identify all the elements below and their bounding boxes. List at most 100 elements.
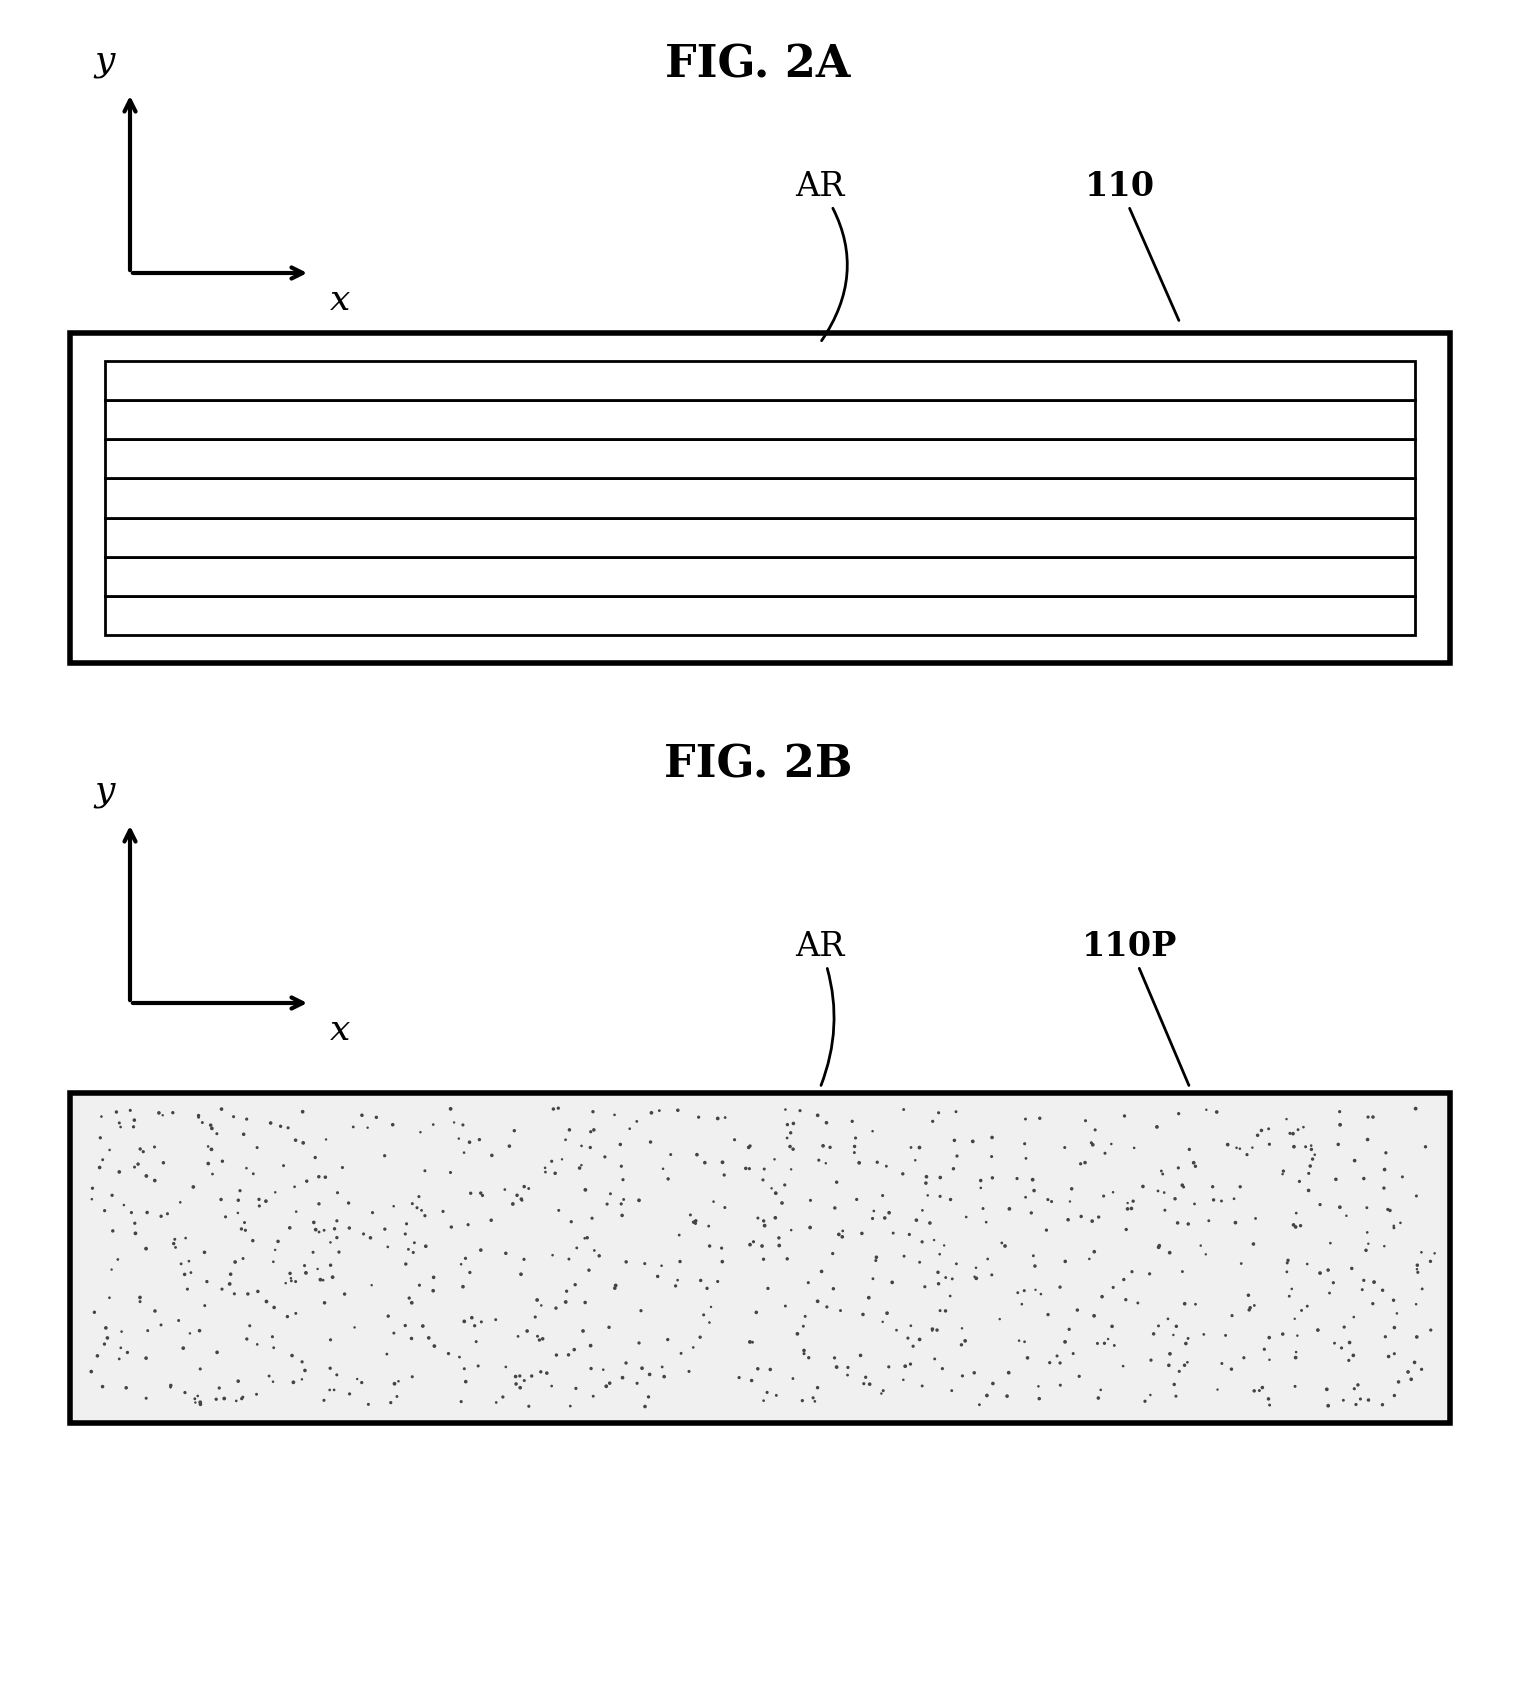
Point bbox=[710, 1148, 734, 1175]
Point bbox=[969, 1175, 994, 1202]
Point bbox=[765, 1381, 789, 1408]
Point bbox=[282, 1173, 306, 1201]
Point bbox=[1036, 1301, 1060, 1328]
Point bbox=[1221, 1185, 1245, 1213]
Point bbox=[593, 1143, 617, 1170]
Point bbox=[528, 1327, 552, 1354]
Point bbox=[798, 1187, 822, 1214]
Point bbox=[177, 1320, 202, 1347]
Point bbox=[281, 1369, 305, 1396]
Point bbox=[1390, 1163, 1414, 1190]
Point bbox=[922, 1345, 947, 1373]
Point bbox=[942, 1155, 966, 1182]
Point bbox=[557, 1115, 581, 1143]
Point bbox=[241, 1160, 265, 1187]
Point bbox=[944, 1250, 968, 1277]
Point bbox=[127, 1287, 152, 1315]
Point bbox=[344, 1366, 369, 1393]
Point bbox=[842, 1139, 866, 1167]
Point bbox=[930, 1356, 954, 1383]
Point bbox=[895, 1325, 919, 1352]
Point bbox=[815, 1109, 839, 1136]
Point bbox=[646, 1264, 671, 1291]
Point bbox=[812, 1132, 836, 1160]
Point bbox=[1288, 1213, 1312, 1240]
Point bbox=[379, 1390, 404, 1417]
Point bbox=[1229, 1250, 1253, 1277]
Point bbox=[238, 1311, 262, 1339]
Point bbox=[258, 1109, 282, 1136]
Point bbox=[108, 1114, 132, 1141]
Point bbox=[235, 1105, 259, 1132]
Text: x: x bbox=[331, 283, 350, 317]
Point bbox=[1006, 1279, 1030, 1306]
Point bbox=[290, 1349, 314, 1376]
Point bbox=[164, 1233, 188, 1260]
Point bbox=[557, 1245, 581, 1272]
Point bbox=[740, 1328, 765, 1356]
Point bbox=[373, 1216, 397, 1243]
Point bbox=[96, 1325, 120, 1352]
Point bbox=[1214, 1322, 1238, 1349]
Point bbox=[921, 1315, 945, 1342]
Point bbox=[981, 1369, 1006, 1396]
Point bbox=[1069, 1202, 1094, 1230]
Point bbox=[1270, 1160, 1294, 1187]
Point bbox=[818, 1134, 842, 1161]
Point bbox=[1299, 1153, 1323, 1180]
Point bbox=[279, 1265, 303, 1293]
Point bbox=[910, 1373, 934, 1400]
Point bbox=[93, 1330, 117, 1357]
Point bbox=[1079, 1129, 1103, 1156]
Point bbox=[1082, 1238, 1106, 1265]
Point bbox=[1120, 1259, 1144, 1286]
Point bbox=[162, 1226, 187, 1253]
Point bbox=[630, 1298, 654, 1325]
Point bbox=[645, 1262, 669, 1289]
Point bbox=[387, 1368, 411, 1395]
Point bbox=[871, 1182, 895, 1209]
Point bbox=[205, 1339, 229, 1366]
Point bbox=[376, 1233, 400, 1260]
Point bbox=[469, 1236, 493, 1264]
Point bbox=[806, 1102, 830, 1129]
Point bbox=[871, 1378, 895, 1405]
Point bbox=[413, 1156, 437, 1184]
Point bbox=[193, 1238, 217, 1265]
Point bbox=[1073, 1150, 1097, 1177]
Point bbox=[898, 1350, 922, 1378]
Point bbox=[554, 1289, 578, 1316]
Point bbox=[311, 1267, 335, 1294]
Point bbox=[1013, 1184, 1038, 1211]
Point bbox=[980, 1124, 1004, 1151]
Point bbox=[1012, 1277, 1036, 1304]
Point bbox=[1418, 1248, 1443, 1276]
Point bbox=[1283, 1199, 1308, 1226]
Point bbox=[610, 1364, 634, 1391]
Text: y: y bbox=[94, 44, 115, 78]
Point bbox=[572, 1224, 596, 1252]
Point bbox=[892, 1243, 916, 1270]
Point bbox=[769, 1189, 793, 1216]
Point bbox=[1297, 1177, 1321, 1204]
Point bbox=[1157, 1340, 1182, 1368]
Point bbox=[683, 1209, 707, 1236]
Point bbox=[1382, 1315, 1406, 1342]
Point bbox=[1053, 1328, 1077, 1356]
Point bbox=[273, 1269, 297, 1296]
Point bbox=[1021, 1241, 1045, 1269]
Point bbox=[308, 1265, 332, 1293]
Point bbox=[1382, 1286, 1406, 1313]
Point bbox=[1318, 1230, 1343, 1257]
Point bbox=[135, 1199, 159, 1226]
Point bbox=[355, 1114, 379, 1141]
Point bbox=[825, 1354, 850, 1381]
Point bbox=[1057, 1189, 1082, 1216]
Point bbox=[1258, 1323, 1282, 1350]
Point bbox=[792, 1337, 816, 1364]
Point bbox=[1022, 1252, 1047, 1279]
Point bbox=[596, 1313, 620, 1340]
Point bbox=[828, 1298, 853, 1325]
Point bbox=[1286, 1115, 1311, 1143]
Point bbox=[265, 1228, 290, 1255]
